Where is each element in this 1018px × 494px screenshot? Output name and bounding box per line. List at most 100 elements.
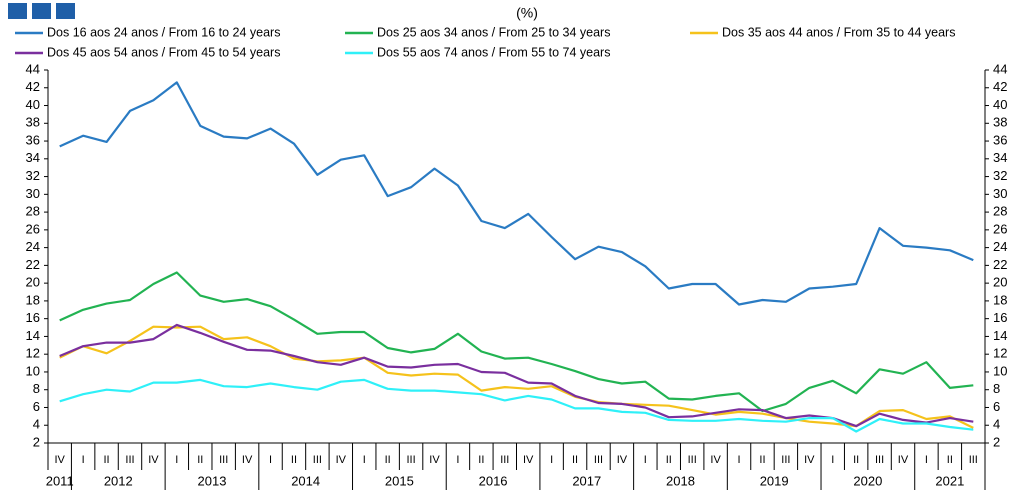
year-label: 2020 [853,473,882,488]
y-tick-label: 42 [26,79,40,94]
y2-tick-label: 34 [993,150,1007,165]
y2-tick-label: 32 [993,168,1007,183]
x-tick-label: III [594,454,603,466]
y2-tick-label: 10 [993,363,1007,378]
y-tick-label: 8 [33,381,40,396]
year-label: 2011 [46,473,74,488]
y-tick-label: 40 [26,97,40,112]
y2-tick-label: 36 [993,132,1007,147]
x-tick-label: II [478,454,484,466]
y-tick-label: 14 [26,328,40,343]
series-line [59,81,974,306]
x-tick-label: II [385,454,391,466]
x-tick-label: II [104,454,110,466]
year-label: 2012 [104,473,133,488]
y-tick-label: 28 [26,204,40,219]
y2-tick-label: 40 [993,97,1007,112]
y-tick-label: 6 [33,399,40,414]
y2-tick-label: 42 [993,79,1007,94]
x-tick-label: II [666,454,672,466]
series-line [59,271,974,413]
year-label: 2014 [291,473,320,488]
x-tick-label: III [500,454,509,466]
y-tick-label: 4 [33,417,40,432]
year-label: 2013 [198,473,227,488]
x-tick-label: II [853,454,859,466]
x-tick-label: IV [804,454,815,466]
y-tick-label: 26 [26,221,40,236]
y-tick-label: 32 [26,168,40,183]
legend-label: Dos 25 aos 34 anos / From 25 to 34 years [377,25,610,39]
icon [32,3,51,19]
x-tick-label: III [688,454,697,466]
y-tick-label: 36 [26,132,40,147]
icon [8,3,27,19]
y2-tick-label: 8 [993,381,1000,396]
y2-tick-label: 12 [993,346,1007,361]
y2-tick-label: 24 [993,239,1007,254]
y2-tick-label: 16 [993,310,1007,325]
y-tick-label: 44 [26,61,40,76]
y2-tick-label: 30 [993,186,1007,201]
y-tick-label: 34 [26,150,40,165]
y-tick-label: 22 [26,257,40,272]
y2-tick-label: 18 [993,292,1007,307]
chart-subtitle: (%) [516,5,538,21]
x-tick-label: III [313,454,322,466]
y-tick-label: 30 [26,186,40,201]
x-tick-label: I [550,454,553,466]
y-tick-label: 20 [26,275,40,290]
y-tick-label: 24 [26,239,40,254]
x-tick-label: IV [617,454,628,466]
series-line [59,378,974,433]
x-tick-label: II [197,454,203,466]
x-tick-label: I [831,454,834,466]
y2-tick-label: 28 [993,204,1007,219]
x-tick-label: II [291,454,297,466]
x-tick-label: II [947,454,953,466]
x-tick-label: I [82,454,85,466]
x-tick-label: I [269,454,272,466]
legend-label: Dos 45 aos 54 anos / From 45 to 54 years [47,45,280,59]
x-tick-label: IV [55,454,66,466]
series-line [59,323,974,428]
year-label: 2016 [479,473,508,488]
x-tick-label: IV [242,454,253,466]
x-tick-label: III [969,454,978,466]
x-tick-label: III [407,454,416,466]
y2-tick-label: 26 [993,221,1007,236]
y-tick-label: 12 [26,346,40,361]
x-tick-label: I [175,454,178,466]
icon [56,3,75,19]
y-tick-label: 16 [26,310,40,325]
y2-tick-label: 4 [993,417,1000,432]
series-line [59,325,974,429]
y2-tick-label: 22 [993,257,1007,272]
x-tick-label: II [759,454,765,466]
y2-tick-label: 14 [993,328,1007,343]
y2-tick-label: 6 [993,399,1000,414]
x-tick-label: IV [148,454,159,466]
year-label: 2017 [572,473,601,488]
legend-label: Dos 55 aos 74 anos / From 55 to 74 years [377,45,610,59]
y-tick-label: 2 [33,434,40,449]
y-tick-label: 38 [26,115,40,130]
year-label: 2015 [385,473,414,488]
x-tick-label: I [456,454,459,466]
x-tick-label: III [781,454,790,466]
x-tick-label: IV [898,454,909,466]
x-tick-label: IV [336,454,347,466]
year-label: 2018 [666,473,695,488]
y-tick-label: 10 [26,363,40,378]
year-label: 2021 [935,473,964,488]
year-label: 2019 [760,473,789,488]
x-tick-label: III [875,454,884,466]
x-tick-label: II [572,454,578,466]
x-tick-label: I [644,454,647,466]
y2-tick-label: 2 [993,434,1000,449]
y2-tick-label: 44 [993,61,1007,76]
x-tick-label: III [219,454,228,466]
x-tick-label: I [738,454,741,466]
y2-tick-label: 20 [993,275,1007,290]
